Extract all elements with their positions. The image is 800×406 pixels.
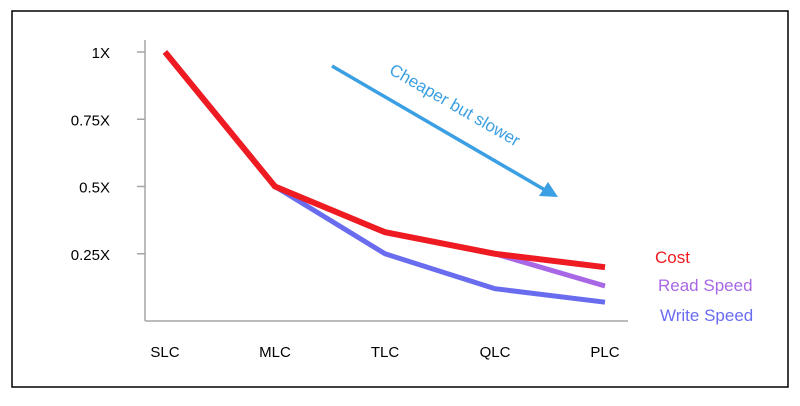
- x-tick-label: MLC: [259, 344, 291, 361]
- y-tick-label: 1X: [92, 45, 110, 62]
- legend-entry-write-speed: Write Speed: [660, 306, 753, 325]
- y-tick-label: 0.25X: [71, 247, 110, 264]
- x-tick-label: QLC: [480, 344, 511, 361]
- y-tick-label: 0.75X: [71, 112, 110, 129]
- y-tick-label: 0.5X: [79, 180, 110, 197]
- x-tick-label: PLC: [590, 344, 619, 361]
- legend-entry-read-speed: Read Speed: [658, 276, 753, 295]
- legend-entry-cost: Cost: [655, 248, 690, 267]
- x-tick-label: SLC: [150, 344, 179, 361]
- x-tick-label: TLC: [371, 344, 400, 361]
